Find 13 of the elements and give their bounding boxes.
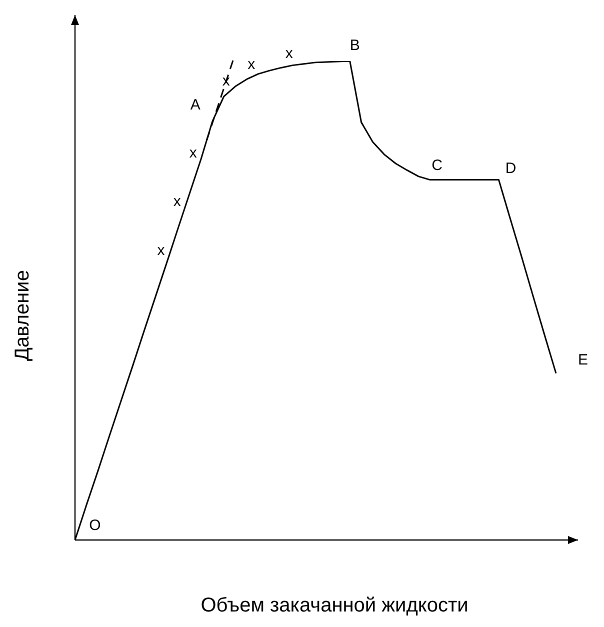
- annotation: D: [505, 160, 516, 177]
- y-axis-title: Давление: [12, 270, 34, 361]
- annotation: A: [190, 96, 200, 114]
- annotation: x: [285, 45, 294, 62]
- annotation: x: [173, 193, 182, 210]
- annotation: x: [157, 242, 166, 259]
- annotation: x: [248, 56, 256, 74]
- x-axis-title: Объем закачанной жидкости: [200, 594, 468, 617]
- annotation: O: [89, 517, 101, 534]
- annotation: E: [578, 351, 588, 368]
- text: B: [350, 37, 360, 54]
- annotation: C: [432, 156, 443, 174]
- annotation: x: [189, 144, 198, 162]
